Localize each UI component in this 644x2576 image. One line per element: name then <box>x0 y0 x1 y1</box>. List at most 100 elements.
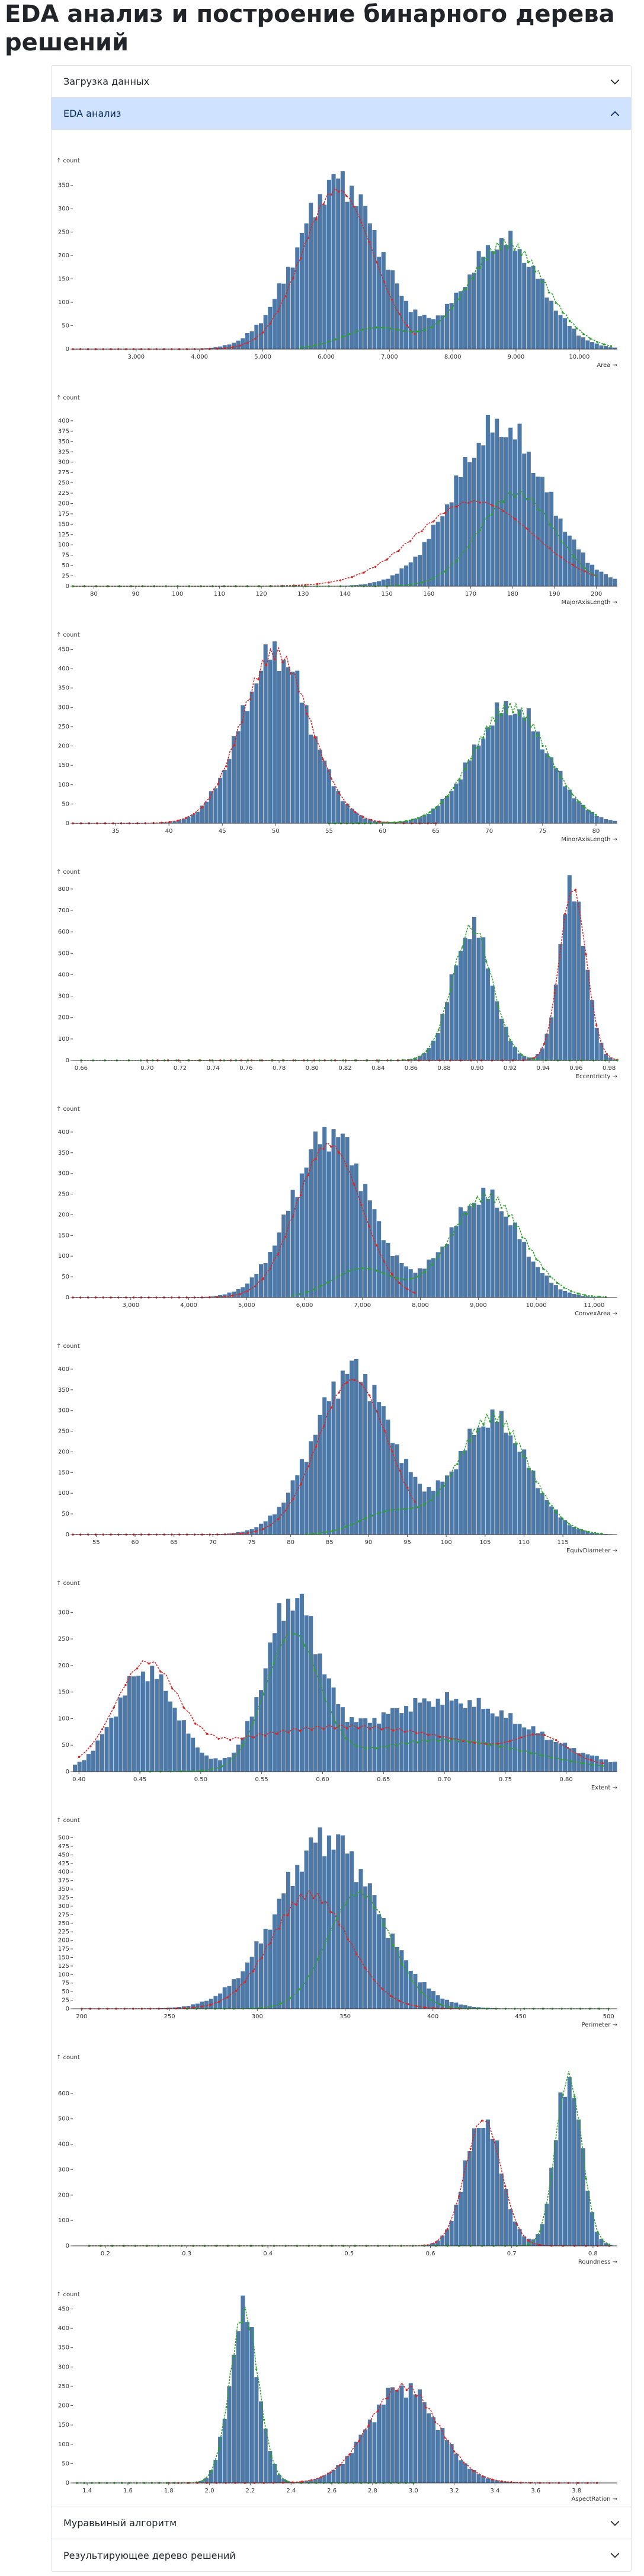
x-tick-label: 0.6 <box>426 2251 435 2257</box>
series-point <box>355 330 357 333</box>
series-point <box>482 2475 484 2478</box>
histogram-bar <box>254 324 259 349</box>
histogram-bar <box>258 1690 264 1772</box>
accordion-header-data-loading[interactable]: Загрузка данных <box>52 66 631 98</box>
histogram-bar <box>508 1225 513 1297</box>
series-point <box>496 1743 499 1745</box>
series-point <box>299 1194 302 1197</box>
histogram-bar <box>218 1295 223 1297</box>
x-tick-label: 0.45 <box>133 1776 146 1783</box>
histogram-bar <box>576 1529 581 1535</box>
x-axis-label: Perimeter → <box>582 2022 617 2028</box>
accordion-header-eda[interactable]: EDA анализ <box>52 98 631 130</box>
series-point <box>328 581 330 584</box>
series-point <box>536 734 538 737</box>
series-point <box>313 1288 315 1291</box>
histogram-bar <box>295 1197 300 1297</box>
histogram-bar <box>372 229 377 349</box>
histogram-bar <box>454 475 459 586</box>
series-point <box>390 298 393 301</box>
histogram-bar <box>408 1970 413 2009</box>
x-tick-label: 200 <box>76 2014 87 2020</box>
histogram-bar <box>82 1760 86 1772</box>
y-tick-label: 0 <box>66 2006 69 2012</box>
series-point <box>416 330 419 333</box>
histogram-bar <box>263 644 268 823</box>
x-tick-label: 70 <box>485 828 493 835</box>
y-tick-label: 100 <box>58 1036 69 1043</box>
histogram-bar <box>390 2387 395 2483</box>
x-tick-label: 0.74 <box>207 1065 220 1072</box>
y-tick-label: 100 <box>58 2217 69 2224</box>
series-point <box>463 2462 465 2464</box>
x-tick-label: 0.5 <box>344 2251 354 2257</box>
series-point <box>495 1421 498 1423</box>
histogram-bar <box>476 442 481 586</box>
series-point <box>472 277 475 279</box>
series-point <box>406 1287 408 1290</box>
histogram-bar <box>517 1239 522 1297</box>
series-point <box>465 287 467 290</box>
y-tick-label: 225 <box>58 1929 69 1935</box>
histogram-bar <box>395 283 399 349</box>
series-point <box>398 313 401 315</box>
histogram-bar <box>277 1507 281 1535</box>
series-point <box>457 1740 460 1743</box>
histogram-bar <box>458 1450 463 1535</box>
series-point <box>269 1942 272 1945</box>
accordion-header-ant-algorithm[interactable]: Муравьиный алгоритм <box>52 2507 631 2539</box>
series-point <box>427 1734 430 1736</box>
series-point <box>453 2450 456 2453</box>
histogram-bar <box>581 1753 585 1772</box>
histogram-bar <box>444 1002 450 1060</box>
histogram-bar <box>377 1402 382 1535</box>
histogram-bar <box>213 347 218 349</box>
series-point <box>506 711 508 714</box>
histogram-bar <box>472 1203 476 1297</box>
histogram-bar <box>581 1296 585 1297</box>
histogram-bar <box>481 937 486 1060</box>
histogram-bar <box>177 1720 182 1772</box>
histogram-bar <box>431 525 436 586</box>
histogram-bar <box>181 2006 186 2009</box>
histogram-bar <box>463 456 467 586</box>
histogram-bar <box>232 343 236 349</box>
histogram-bar <box>490 1713 495 1772</box>
histogram-bar <box>268 1642 273 1772</box>
y-tick-label: 50 <box>62 2460 69 2467</box>
histogram-bar <box>172 821 177 823</box>
histogram-bar <box>186 2006 191 2009</box>
x-tick-label: 3.4 <box>491 2488 500 2494</box>
histogram-bar <box>544 753 549 823</box>
histogram-bar <box>544 2203 549 2246</box>
histogram-bar <box>504 437 508 586</box>
histogram-bar <box>476 251 481 349</box>
x-tick-label: 9,000 <box>470 1302 487 1309</box>
histogram-bar <box>522 263 527 349</box>
series-point <box>257 678 259 680</box>
x-tick-label: 7,000 <box>381 354 398 360</box>
y-tick-label: 300 <box>58 2364 69 2370</box>
histogram-bar <box>363 1184 368 1297</box>
y-tick-label: 50 <box>62 1989 69 1995</box>
histogram-bar <box>181 819 186 823</box>
histogram-bar <box>386 269 390 349</box>
histogram-bar <box>281 2479 286 2483</box>
series-point <box>566 1746 569 1749</box>
histogram-bar <box>304 2481 309 2483</box>
x-tick-label: 0.98 <box>603 1065 616 1072</box>
accordion-header-decision-tree[interactable]: Результирующее дерево решений <box>52 2539 631 2571</box>
series-point <box>372 1979 375 1981</box>
series-point <box>101 1728 104 1731</box>
series-point <box>479 267 481 270</box>
x-tick-label: 50 <box>272 828 280 835</box>
histogram-bar <box>526 1468 531 1535</box>
histogram-bar <box>408 1269 413 1297</box>
series-point <box>386 1746 388 1748</box>
series-point <box>409 583 412 586</box>
histogram-bar <box>313 2479 318 2483</box>
histogram-bar <box>585 969 590 1060</box>
histogram-bar <box>427 1988 431 2009</box>
series-point <box>346 803 348 806</box>
histogram-bar <box>422 2402 427 2483</box>
